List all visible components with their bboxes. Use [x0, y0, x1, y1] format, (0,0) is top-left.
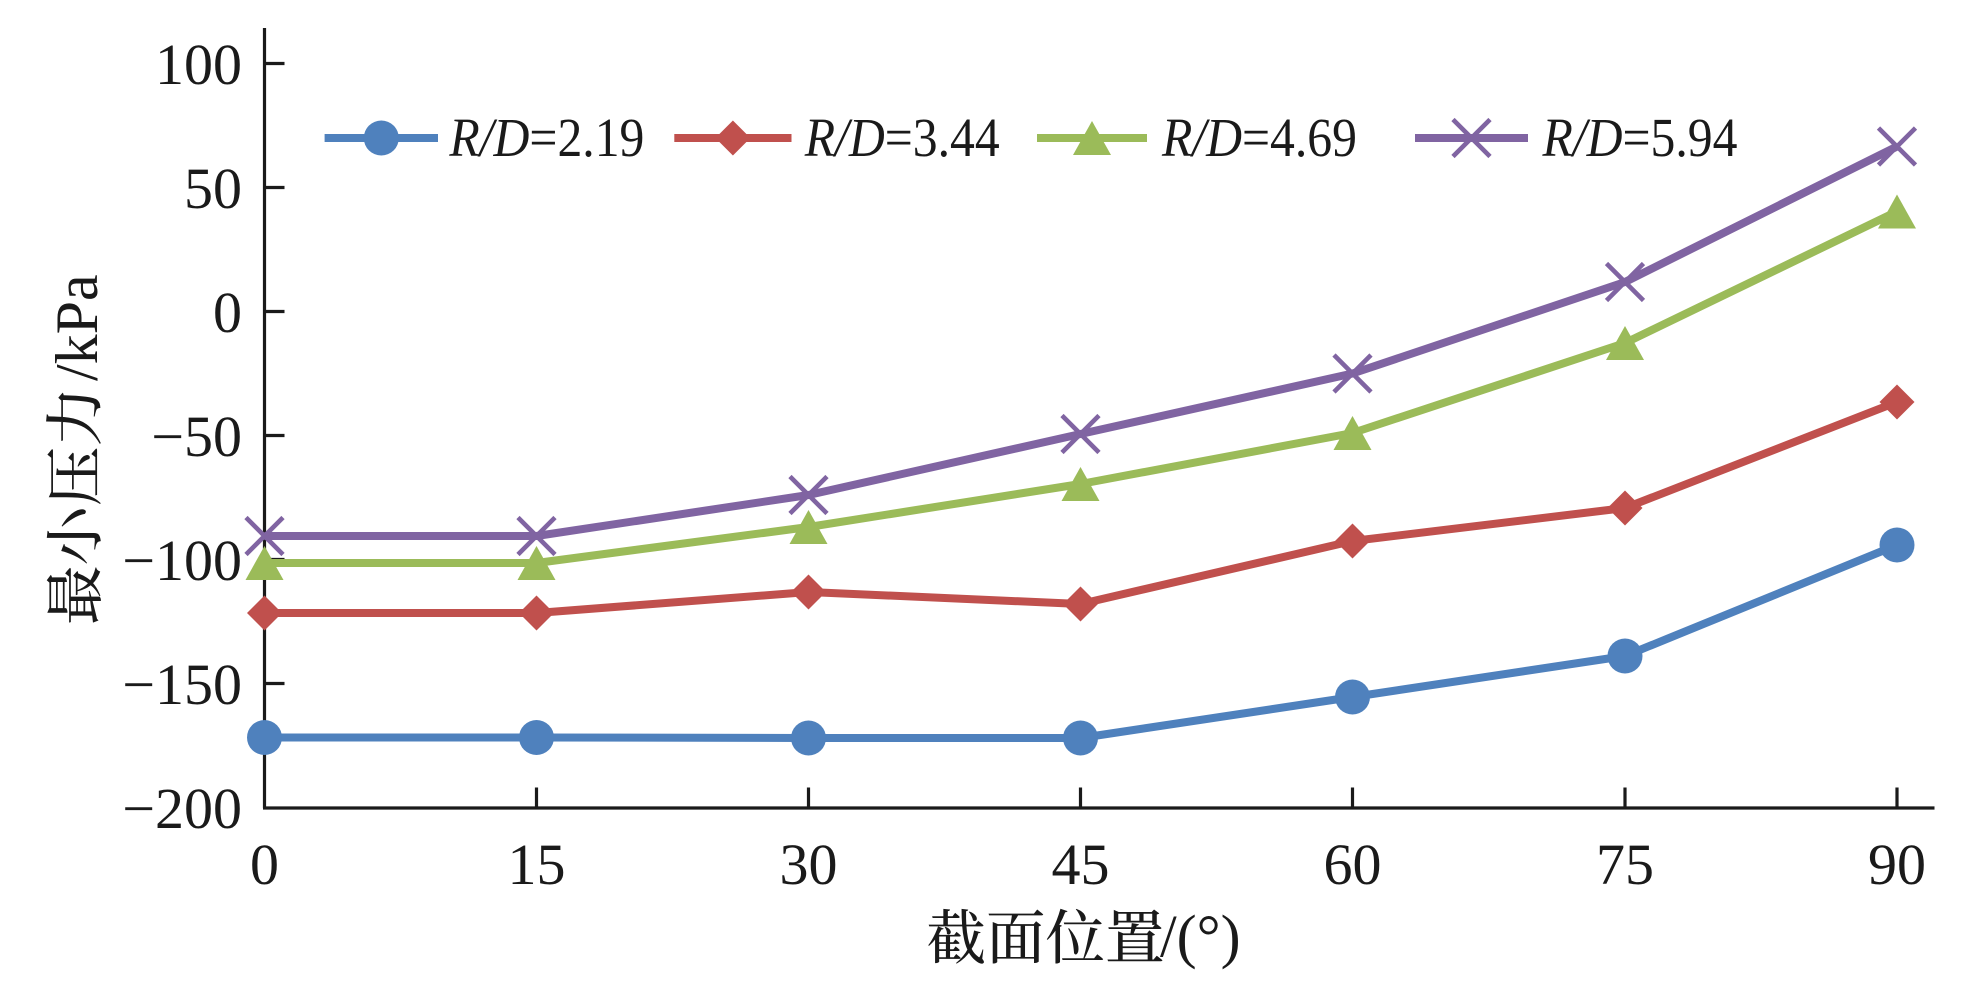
- svg-text:−50: −50: [151, 404, 242, 469]
- svg-text:/kPa: /kPa: [44, 274, 110, 381]
- svg-text:100: 100: [155, 32, 242, 97]
- svg-text:60: 60: [1324, 832, 1382, 897]
- svg-text:−150: −150: [122, 652, 242, 717]
- svg-text:15: 15: [508, 832, 566, 897]
- svg-text:R/D=3.44: R/D=3.44: [804, 107, 1000, 168]
- svg-text:45: 45: [1052, 832, 1110, 897]
- svg-text:75: 75: [1596, 832, 1654, 897]
- svg-text:30: 30: [780, 832, 838, 897]
- svg-text:50: 50: [184, 156, 242, 221]
- svg-text:−200: −200: [122, 776, 242, 841]
- svg-text:−100: −100: [122, 528, 242, 593]
- svg-text:90: 90: [1868, 832, 1926, 897]
- svg-text:R/D=2.19: R/D=2.19: [448, 107, 644, 168]
- svg-text:/(°): /(°): [1160, 903, 1241, 969]
- svg-text:0: 0: [213, 280, 242, 345]
- svg-text:0: 0: [250, 832, 279, 897]
- svg-text:R/D=4.69: R/D=4.69: [1161, 107, 1357, 168]
- svg-text:R/D=5.94: R/D=5.94: [1542, 107, 1738, 168]
